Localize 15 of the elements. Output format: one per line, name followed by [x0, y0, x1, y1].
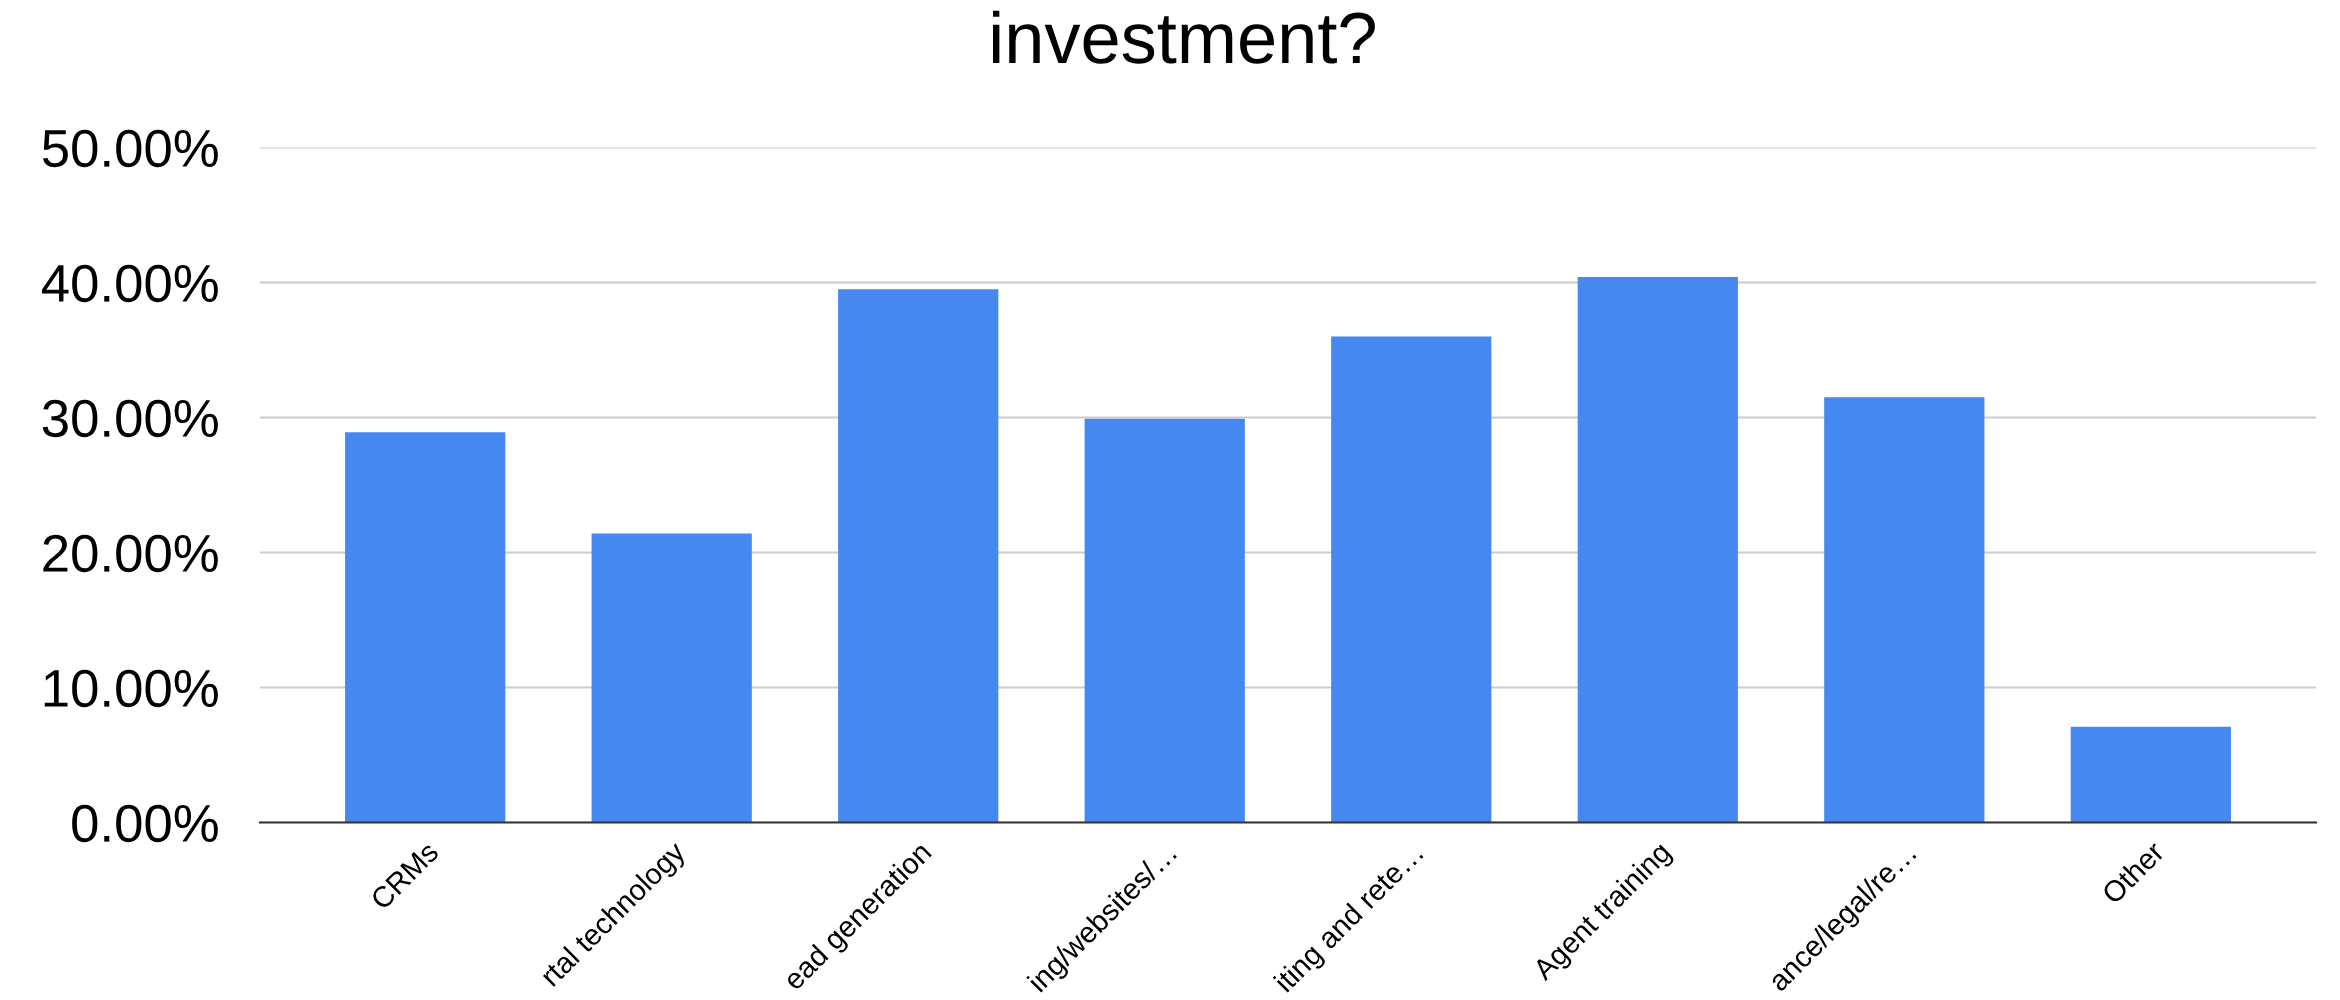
y-tick-label: 10.00%	[44, 669, 218, 708]
bar	[1084, 418, 1245, 823]
bar	[838, 289, 999, 823]
y-tick-label: 30.00%	[42, 399, 218, 438]
y-tick-label: 50.00%	[42, 129, 218, 168]
y-tick-label: 40.00%	[41, 264, 218, 303]
y-tick-label: 0.00%	[72, 804, 218, 843]
bar	[2070, 726, 2231, 823]
bar	[591, 533, 752, 823]
bar	[345, 432, 506, 823]
bar	[1577, 277, 1738, 823]
chart-title: investment?	[993, 10, 1375, 64]
bar	[1824, 397, 1985, 823]
bar	[1331, 336, 1492, 823]
y-tick-label: 20.00%	[43, 534, 218, 573]
